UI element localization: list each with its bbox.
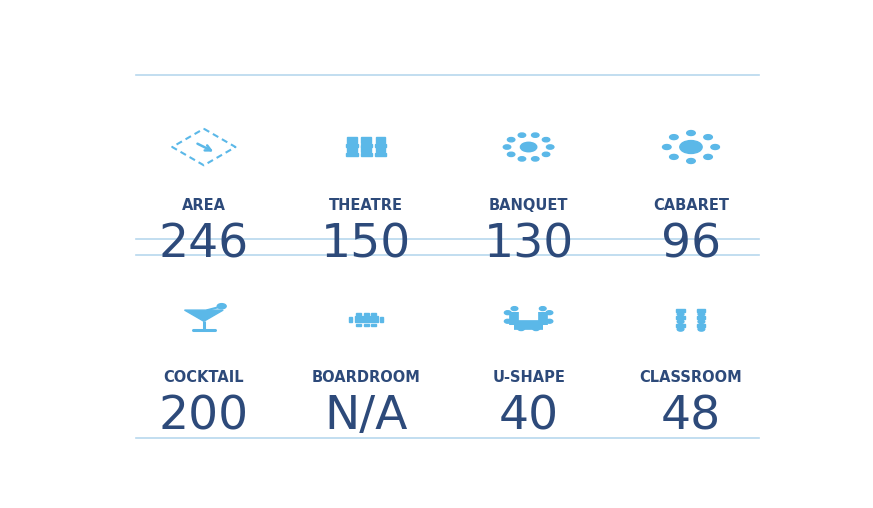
Bar bbox=[347, 146, 357, 152]
Circle shape bbox=[704, 154, 712, 160]
Bar bbox=[349, 319, 353, 322]
Text: 246: 246 bbox=[159, 223, 249, 267]
Bar bbox=[361, 144, 372, 147]
Bar bbox=[356, 312, 361, 314]
Text: CABARET: CABARET bbox=[653, 198, 729, 213]
Bar bbox=[375, 137, 385, 143]
Circle shape bbox=[505, 320, 511, 323]
Bar bbox=[347, 153, 358, 155]
Circle shape bbox=[698, 327, 705, 331]
Text: BOARDROOM: BOARDROOM bbox=[312, 370, 421, 385]
Circle shape bbox=[687, 131, 695, 136]
Bar bbox=[375, 153, 386, 155]
Bar bbox=[698, 309, 705, 311]
Circle shape bbox=[504, 145, 511, 149]
Circle shape bbox=[546, 311, 553, 314]
Circle shape bbox=[670, 154, 678, 160]
Bar bbox=[361, 137, 371, 143]
Circle shape bbox=[511, 307, 518, 310]
Bar bbox=[356, 324, 361, 326]
Bar bbox=[347, 144, 358, 147]
Bar bbox=[375, 146, 385, 152]
Circle shape bbox=[507, 152, 515, 156]
Circle shape bbox=[217, 304, 226, 309]
Text: 96: 96 bbox=[661, 223, 721, 267]
Bar bbox=[347, 137, 357, 143]
Circle shape bbox=[532, 133, 539, 137]
Circle shape bbox=[519, 157, 526, 161]
Bar bbox=[677, 309, 684, 311]
Text: 48: 48 bbox=[661, 394, 721, 439]
Circle shape bbox=[698, 312, 705, 316]
Circle shape bbox=[680, 141, 702, 153]
Text: BANQUET: BANQUET bbox=[489, 198, 568, 213]
Circle shape bbox=[542, 138, 550, 142]
Circle shape bbox=[698, 320, 705, 324]
Circle shape bbox=[505, 311, 511, 314]
Circle shape bbox=[711, 145, 719, 149]
Text: 40: 40 bbox=[498, 394, 559, 439]
Circle shape bbox=[677, 312, 684, 316]
Circle shape bbox=[533, 327, 540, 331]
Circle shape bbox=[519, 133, 526, 137]
Text: N/A: N/A bbox=[325, 394, 408, 439]
Circle shape bbox=[532, 157, 539, 161]
Text: THEATRE: THEATRE bbox=[329, 198, 403, 213]
Polygon shape bbox=[184, 310, 223, 321]
Bar bbox=[364, 324, 368, 326]
Circle shape bbox=[677, 327, 684, 331]
Text: U-SHAPE: U-SHAPE bbox=[492, 370, 565, 385]
Text: AREA: AREA bbox=[182, 198, 226, 213]
Text: 150: 150 bbox=[321, 223, 411, 267]
Bar bbox=[361, 153, 372, 155]
Circle shape bbox=[542, 152, 550, 156]
Circle shape bbox=[704, 135, 712, 140]
Circle shape bbox=[670, 135, 678, 140]
Text: COCKTAIL: COCKTAIL bbox=[163, 370, 244, 385]
Bar bbox=[354, 316, 378, 323]
Bar bbox=[349, 316, 353, 320]
Bar bbox=[698, 316, 705, 319]
Circle shape bbox=[687, 158, 695, 164]
Circle shape bbox=[677, 320, 684, 324]
Bar bbox=[677, 324, 684, 327]
Bar bbox=[364, 312, 368, 314]
Bar bbox=[361, 146, 371, 152]
Bar bbox=[375, 144, 386, 147]
Bar bbox=[677, 316, 684, 319]
Text: CLASSROOM: CLASSROOM bbox=[640, 370, 742, 385]
Circle shape bbox=[546, 145, 553, 149]
Bar bbox=[380, 316, 383, 320]
Circle shape bbox=[540, 307, 546, 310]
Bar bbox=[698, 324, 705, 327]
Circle shape bbox=[518, 327, 525, 331]
Circle shape bbox=[520, 142, 537, 152]
Circle shape bbox=[546, 320, 553, 323]
Bar bbox=[380, 319, 383, 322]
Text: 130: 130 bbox=[484, 223, 574, 267]
Circle shape bbox=[507, 138, 515, 142]
Bar bbox=[371, 312, 376, 314]
Circle shape bbox=[663, 145, 671, 149]
Text: 200: 200 bbox=[159, 394, 249, 439]
Bar bbox=[371, 324, 376, 326]
